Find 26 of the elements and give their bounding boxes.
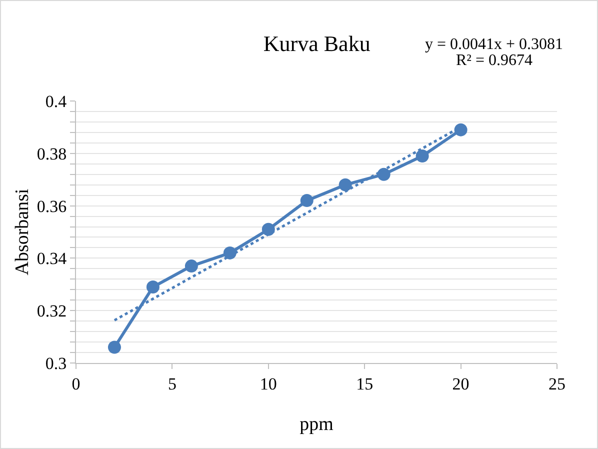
y-tick-label: 0.4 xyxy=(45,92,68,111)
point xyxy=(108,340,121,354)
x-tick-label: 10 xyxy=(260,374,277,394)
point xyxy=(338,178,352,192)
x-tick-label: 25 xyxy=(548,374,566,394)
y-tick-label: 0.36 xyxy=(36,196,67,216)
text: y = 0.0041x + 0.3081 xyxy=(425,36,564,53)
y-axis-title: Absorbansi xyxy=(12,188,33,276)
x-tick-label: 20 xyxy=(452,374,470,394)
x-tick-label: 15 xyxy=(356,374,374,394)
x-axis-title: ppm xyxy=(300,414,334,435)
point xyxy=(184,260,198,273)
point xyxy=(454,123,468,136)
chart-title: Kurva Baku xyxy=(263,31,370,56)
point xyxy=(300,194,314,208)
point xyxy=(262,222,275,236)
y-tick-label: 0.34 xyxy=(36,249,68,268)
point xyxy=(416,150,429,163)
x-tick-label: 5 xyxy=(168,374,176,394)
y-tick-label: 0.3 xyxy=(45,354,67,373)
y-tick-label: 0.38 xyxy=(36,144,67,164)
text: R² = 0.9674 xyxy=(456,52,532,69)
x-tick-label: 0 xyxy=(72,374,80,394)
point xyxy=(146,280,160,294)
y-tick-label: 0.32 xyxy=(36,302,67,321)
point xyxy=(377,168,390,181)
